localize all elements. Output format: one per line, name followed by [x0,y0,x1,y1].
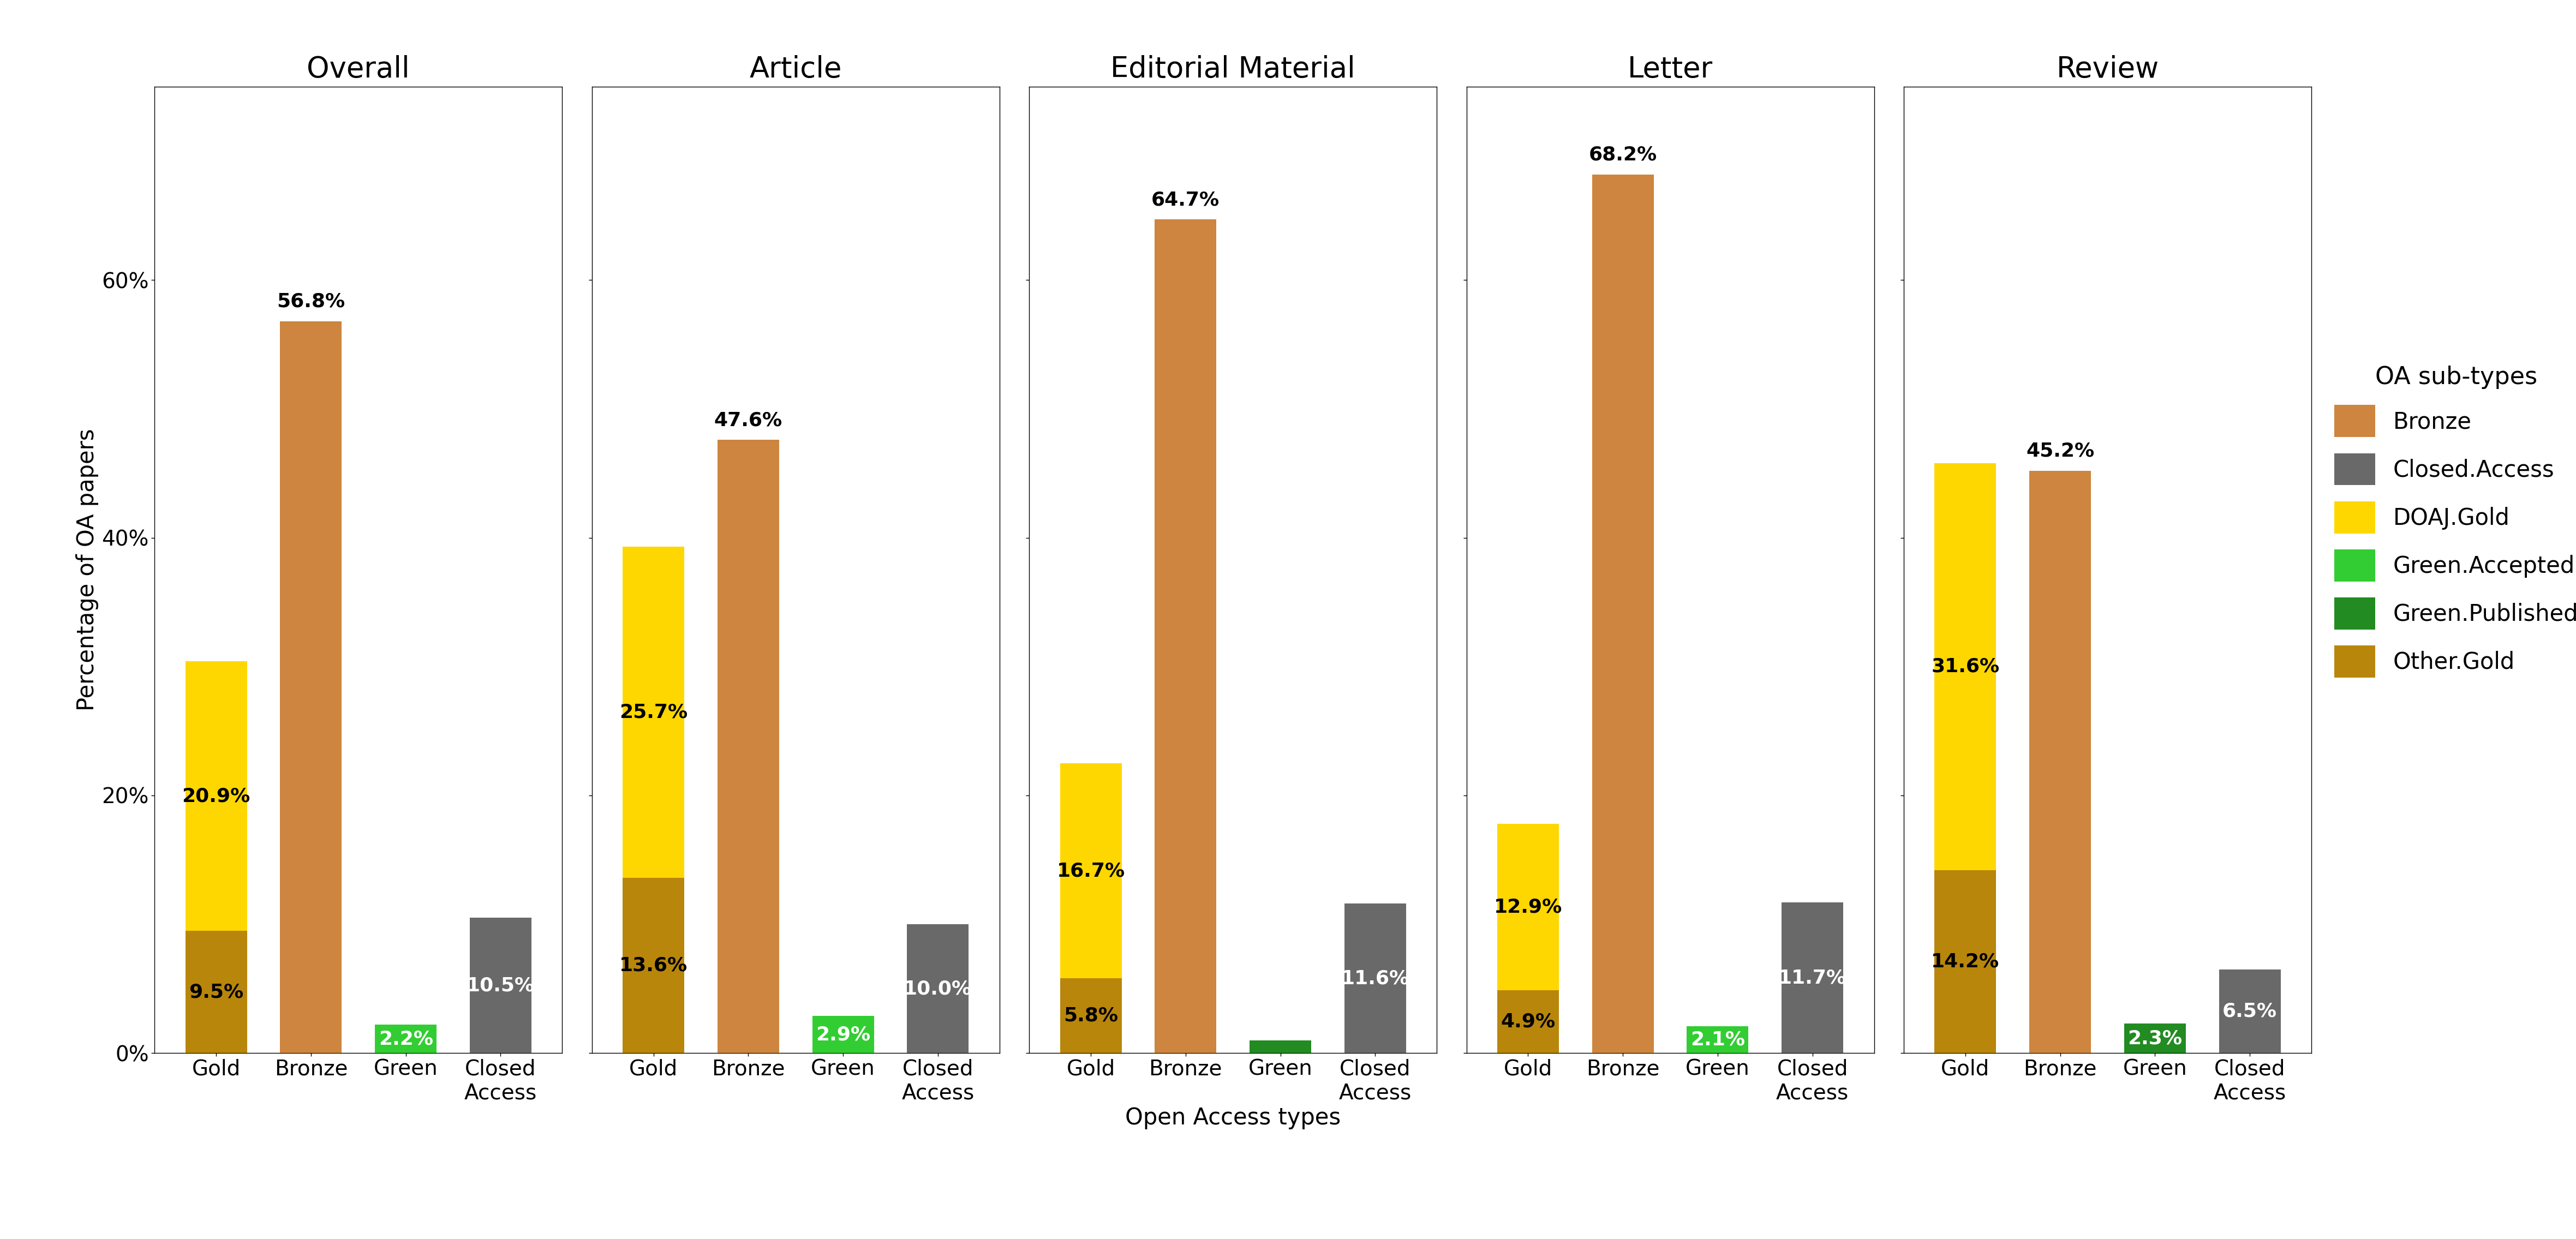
Text: 68.2%: 68.2% [1589,145,1656,164]
Bar [2218,969,2280,1053]
Bar [1497,990,1558,1053]
Bar [907,924,969,1053]
Title: Editorial Material: Editorial Material [1110,56,1355,84]
Bar [1687,1026,1749,1053]
Bar [1154,219,1216,1053]
Text: 2.3%: 2.3% [2128,1030,2182,1048]
Bar [1059,979,1121,1053]
Text: 2.9%: 2.9% [817,1025,871,1043]
X-axis label: Open Access types: Open Access types [1126,1106,1340,1130]
Bar [2030,471,2092,1053]
Y-axis label: Percentage of OA papers: Percentage of OA papers [75,429,98,711]
Text: 56.8%: 56.8% [276,292,345,311]
Text: 31.6%: 31.6% [1932,658,1999,675]
Bar [185,930,247,1053]
Legend: Bronze, Closed.Access, DOAJ.Gold, Green.Accepted, Green.Published, Other.Gold: Bronze, Closed.Access, DOAJ.Gold, Green.… [2334,366,2576,678]
Bar [1249,1041,1311,1053]
Bar [1497,824,1558,990]
Text: 14.2%: 14.2% [1932,953,1999,971]
Bar [623,546,685,878]
Text: 9.5%: 9.5% [188,983,245,1001]
Text: 20.9%: 20.9% [183,787,250,805]
Text: 16.7%: 16.7% [1056,861,1126,880]
Bar [376,1025,435,1053]
Bar [811,1016,873,1053]
Bar [469,918,531,1053]
Title: Letter: Letter [1628,56,1713,84]
Text: 11.6%: 11.6% [1342,969,1409,987]
Text: 25.7%: 25.7% [618,703,688,721]
Text: 11.7%: 11.7% [1777,969,1847,987]
Text: 2.2%: 2.2% [379,1030,433,1048]
Bar [1345,903,1406,1053]
Bar [1935,463,1996,870]
Text: 47.6%: 47.6% [714,411,783,430]
Title: Overall: Overall [307,56,410,84]
Bar [1935,870,1996,1053]
Bar [1059,763,1121,979]
Bar [1783,902,1844,1053]
Title: Article: Article [750,56,842,84]
Text: 10.5%: 10.5% [466,976,536,995]
Bar [719,440,778,1053]
Text: 12.9%: 12.9% [1494,897,1561,916]
Bar [2125,1023,2187,1053]
Text: 2.1%: 2.1% [1690,1031,1744,1049]
Text: 45.2%: 45.2% [2027,442,2094,461]
Bar [623,878,685,1053]
Bar [185,662,247,930]
Text: 64.7%: 64.7% [1151,191,1218,209]
Text: 13.6%: 13.6% [618,957,688,975]
Bar [1592,175,1654,1053]
Text: 6.5%: 6.5% [2223,1002,2277,1021]
Text: 4.9%: 4.9% [1502,1012,1556,1031]
Text: 5.8%: 5.8% [1064,1006,1118,1025]
Text: 10.0%: 10.0% [904,980,971,997]
Title: Review: Review [2056,56,2159,84]
Bar [281,321,343,1053]
